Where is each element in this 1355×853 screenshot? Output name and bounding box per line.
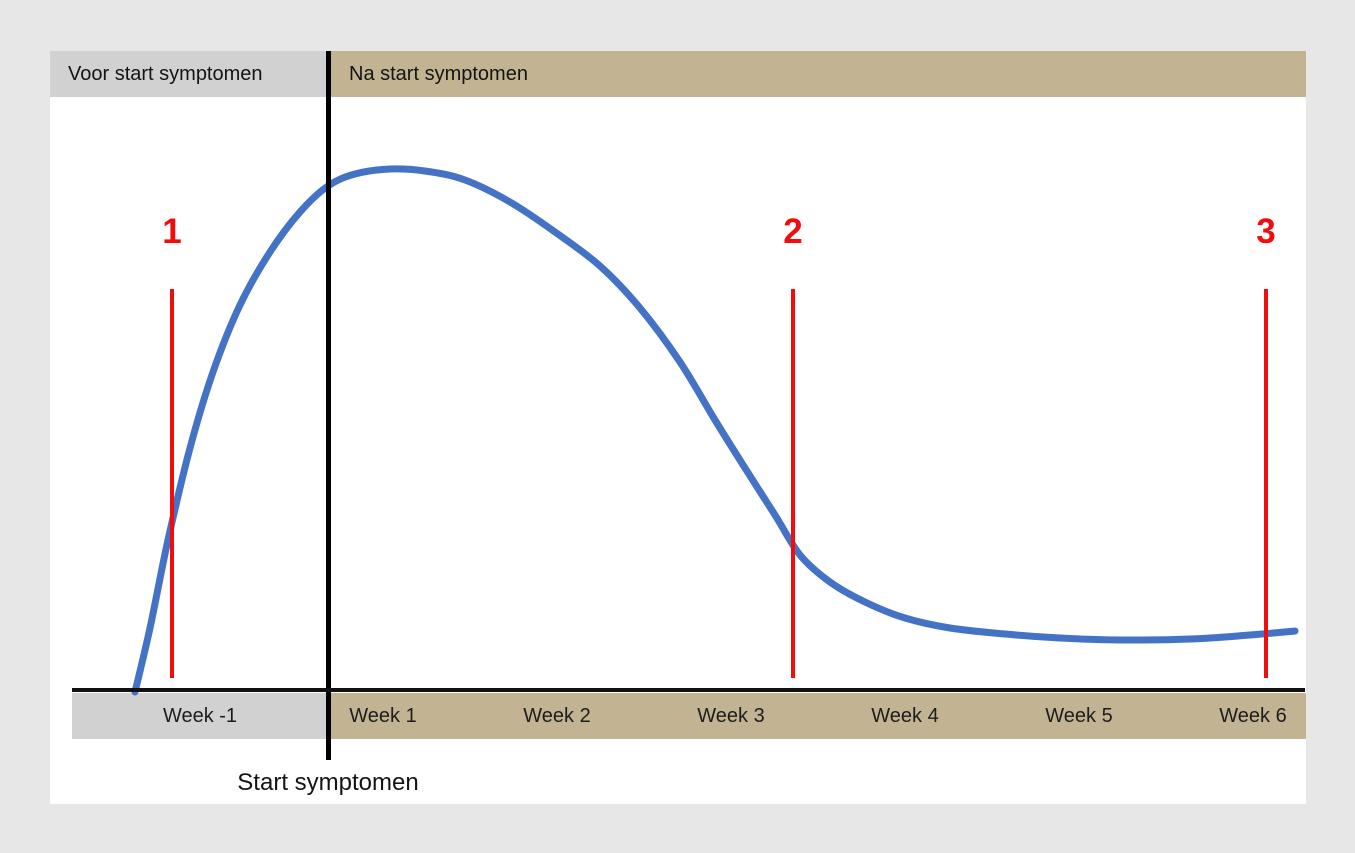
x-axis-line <box>72 688 1305 692</box>
marker-number: 1 <box>162 212 182 251</box>
post-symptom-header: Na start symptomen <box>331 51 1306 97</box>
symptom-onset-line <box>326 51 331 760</box>
marker-line <box>791 289 795 678</box>
week-band-pre <box>72 693 326 739</box>
week-label: Week 4 <box>871 705 939 727</box>
marker-line <box>170 289 174 678</box>
pre-symptom-header: Voor start symptomen <box>50 51 326 97</box>
week-label: Week 3 <box>697 705 765 727</box>
week-label: Week 1 <box>349 705 417 727</box>
marker-number: 3 <box>1256 212 1276 251</box>
pre-symptom-header-label: Voor start symptomen <box>68 62 263 85</box>
marker-line <box>1264 289 1268 678</box>
week-label: Week 2 <box>523 705 591 727</box>
post-symptom-header-label: Na start symptomen <box>349 62 528 85</box>
week-label: Week 5 <box>1045 705 1113 727</box>
symptom-onset-label: Start symptomen <box>237 769 419 796</box>
week-label: Week 6 <box>1219 705 1287 727</box>
marker-number: 2 <box>783 212 803 251</box>
week-label: Week -1 <box>162 705 238 727</box>
week-band-post <box>331 693 1306 739</box>
